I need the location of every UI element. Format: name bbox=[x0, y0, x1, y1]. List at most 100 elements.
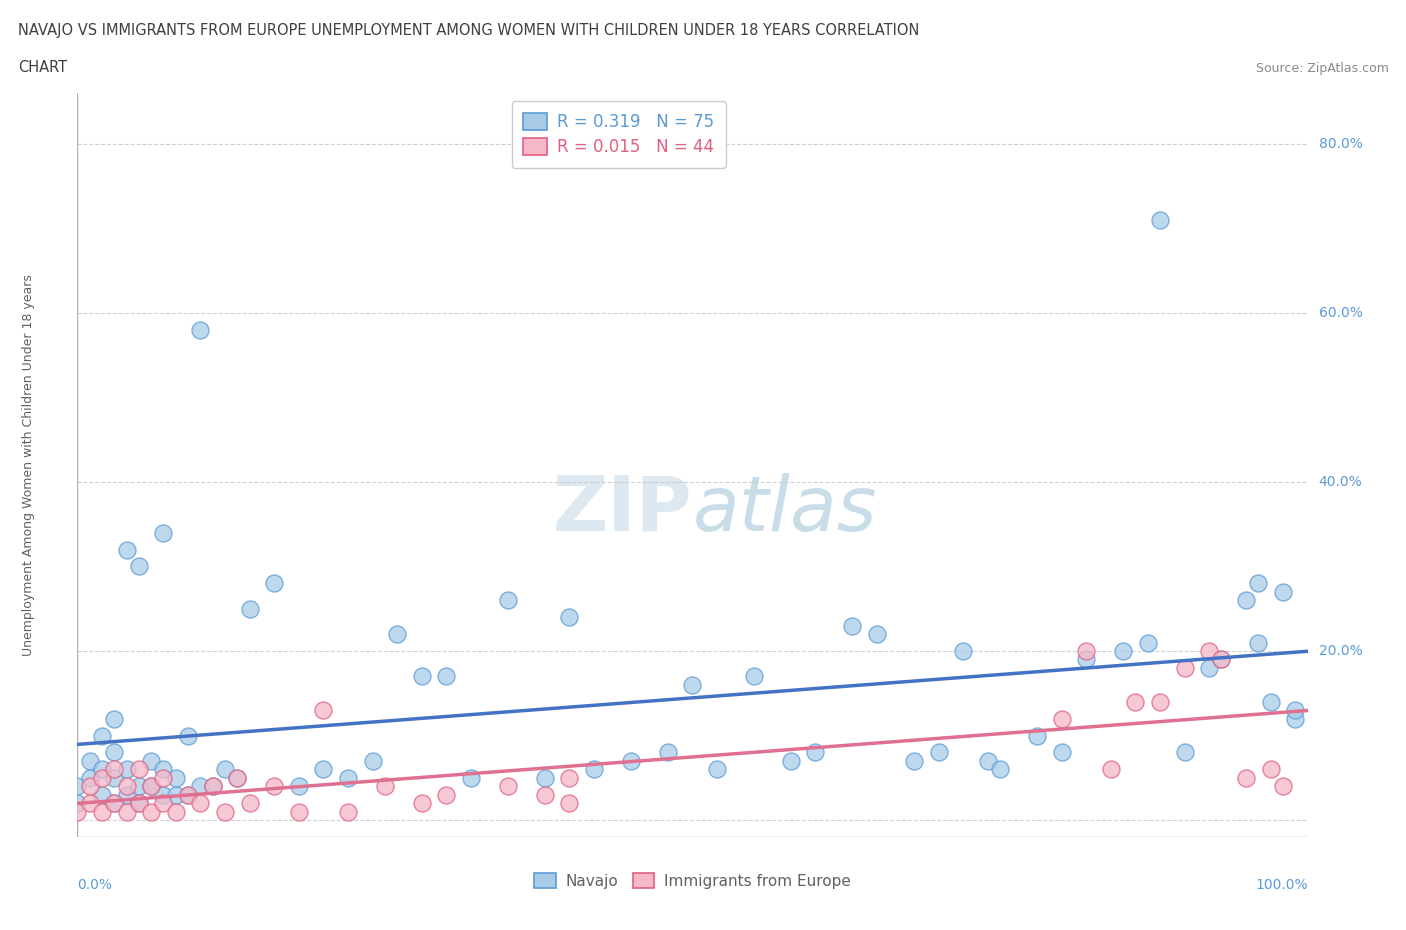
Point bbox=[657, 745, 679, 760]
Point bbox=[1198, 644, 1220, 658]
Point bbox=[177, 788, 200, 803]
Legend: Navajo, Immigrants from Europe: Navajo, Immigrants from Europe bbox=[527, 865, 858, 897]
Point bbox=[312, 703, 335, 718]
Point bbox=[1247, 635, 1270, 650]
Point bbox=[1247, 576, 1270, 591]
Point bbox=[152, 770, 174, 785]
Point bbox=[152, 796, 174, 811]
Point bbox=[496, 778, 519, 793]
Point bbox=[534, 788, 557, 803]
Point bbox=[288, 804, 311, 819]
Point bbox=[79, 753, 101, 768]
Point bbox=[1272, 778, 1295, 793]
Point bbox=[79, 778, 101, 793]
Point bbox=[337, 770, 360, 785]
Point bbox=[1234, 592, 1257, 607]
Point bbox=[128, 778, 150, 793]
Point bbox=[1174, 660, 1197, 675]
Point bbox=[1112, 644, 1135, 658]
Point bbox=[1026, 728, 1049, 743]
Point bbox=[1211, 652, 1233, 667]
Text: 60.0%: 60.0% bbox=[1319, 306, 1362, 320]
Point bbox=[90, 770, 114, 785]
Point bbox=[1211, 652, 1233, 667]
Point bbox=[201, 778, 224, 793]
Point bbox=[1136, 635, 1159, 650]
Point bbox=[263, 778, 285, 793]
Point bbox=[1076, 652, 1098, 667]
Point bbox=[103, 770, 125, 785]
Point bbox=[115, 778, 138, 793]
Point bbox=[1076, 644, 1098, 658]
Point bbox=[1174, 745, 1197, 760]
Point bbox=[188, 323, 212, 338]
Point bbox=[1050, 711, 1073, 726]
Point bbox=[239, 602, 262, 617]
Point bbox=[128, 559, 150, 574]
Text: Unemployment Among Women with Children Under 18 years: Unemployment Among Women with Children U… bbox=[21, 274, 35, 656]
Point bbox=[141, 804, 163, 819]
Point bbox=[1260, 762, 1282, 777]
Point bbox=[361, 753, 384, 768]
Point bbox=[66, 804, 89, 819]
Point bbox=[128, 796, 150, 811]
Point bbox=[201, 778, 224, 793]
Point bbox=[263, 576, 285, 591]
Point bbox=[226, 770, 249, 785]
Point bbox=[436, 669, 458, 684]
Point bbox=[115, 762, 138, 777]
Point bbox=[742, 669, 765, 684]
Point bbox=[706, 762, 728, 777]
Text: NAVAJO VS IMMIGRANTS FROM EUROPE UNEMPLOYMENT AMONG WOMEN WITH CHILDREN UNDER 18: NAVAJO VS IMMIGRANTS FROM EUROPE UNEMPLO… bbox=[18, 23, 920, 38]
Point bbox=[188, 778, 212, 793]
Point bbox=[141, 778, 163, 793]
Point bbox=[115, 542, 138, 557]
Point bbox=[79, 796, 101, 811]
Point bbox=[977, 753, 1000, 768]
Point bbox=[1125, 695, 1147, 710]
Point bbox=[90, 788, 114, 803]
Point bbox=[66, 778, 89, 793]
Point bbox=[66, 796, 89, 811]
Point bbox=[903, 753, 925, 768]
Point bbox=[1099, 762, 1122, 777]
Point bbox=[115, 788, 138, 803]
Point bbox=[90, 728, 114, 743]
Text: atlas: atlas bbox=[693, 472, 877, 547]
Point bbox=[152, 525, 174, 540]
Point bbox=[1050, 745, 1073, 760]
Point bbox=[103, 711, 125, 726]
Text: 20.0%: 20.0% bbox=[1319, 644, 1362, 658]
Point bbox=[1284, 711, 1306, 726]
Point bbox=[374, 778, 396, 793]
Point bbox=[165, 804, 187, 819]
Text: CHART: CHART bbox=[18, 60, 67, 75]
Point bbox=[952, 644, 974, 658]
Point bbox=[496, 592, 519, 607]
Point bbox=[558, 610, 581, 625]
Point bbox=[841, 618, 863, 633]
Point bbox=[141, 753, 163, 768]
Point bbox=[214, 804, 236, 819]
Point bbox=[1149, 695, 1171, 710]
Point bbox=[1149, 212, 1171, 227]
Text: 40.0%: 40.0% bbox=[1319, 475, 1362, 489]
Point bbox=[103, 796, 125, 811]
Point bbox=[620, 753, 643, 768]
Point bbox=[385, 627, 409, 642]
Point bbox=[411, 669, 433, 684]
Point bbox=[214, 762, 236, 777]
Point bbox=[226, 770, 249, 785]
Point bbox=[436, 788, 458, 803]
Text: 0.0%: 0.0% bbox=[77, 878, 112, 892]
Point bbox=[128, 762, 150, 777]
Point bbox=[152, 762, 174, 777]
Point bbox=[177, 728, 200, 743]
Point bbox=[141, 778, 163, 793]
Text: Source: ZipAtlas.com: Source: ZipAtlas.com bbox=[1256, 62, 1389, 75]
Point bbox=[152, 788, 174, 803]
Point bbox=[558, 770, 581, 785]
Text: 100.0%: 100.0% bbox=[1256, 878, 1308, 892]
Point bbox=[1260, 695, 1282, 710]
Point bbox=[682, 677, 704, 692]
